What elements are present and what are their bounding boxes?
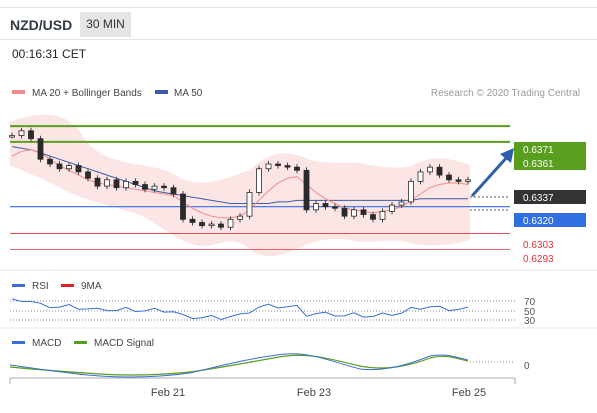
candle-body: [132, 180, 139, 185]
candle-body: [170, 187, 177, 195]
price-label-text-2: 0.6337: [523, 193, 554, 204]
candle-body: [18, 130, 25, 136]
candle-body: [284, 165, 291, 168]
price-label-text-1: 0.6361: [523, 159, 554, 170]
price-label-1: 0.6361: [514, 156, 586, 170]
candle-body: [436, 166, 443, 176]
candle-body: [370, 214, 376, 220]
candle-body: [246, 192, 253, 217]
price-label-text-4: 0.6303: [523, 240, 554, 251]
forecast-arrow-shaft: [470, 154, 510, 198]
candle-body: [322, 203, 329, 208]
price-label-text-3: 0.6320: [523, 216, 554, 227]
candle-body: [142, 184, 148, 190]
x-tick-label: Feb 25: [452, 387, 486, 399]
candle-body: [455, 179, 462, 182]
research-credit: Research © 2020 Trading Central: [431, 88, 580, 99]
price-label-0: 0.6371: [514, 142, 586, 156]
candle-body: [446, 174, 452, 181]
candle-body: [379, 211, 386, 220]
candle-body: [313, 203, 319, 211]
macd-zero-label: 0: [524, 361, 530, 372]
rsi-line: [11, 298, 469, 321]
candle-body: [227, 218, 234, 228]
current-time: 00:16:31 CET: [12, 47, 87, 61]
macd-signal-legend-label: MACD Signal: [94, 338, 154, 349]
candle-body: [341, 207, 348, 217]
candle-body: [56, 163, 63, 170]
rsi-ma-legend-label: 9MA: [81, 281, 102, 292]
candle-body: [151, 185, 158, 190]
candle-body: [94, 177, 101, 187]
candle-body: [189, 218, 196, 223]
currency-pair-title: NZD/USD: [10, 17, 73, 33]
rsi-legend-swatch: [12, 284, 25, 287]
candle-body: [332, 206, 338, 209]
bollinger-band-area: [10, 114, 470, 257]
candle-body: [199, 222, 205, 227]
ma50-legend-label: MA 50: [174, 88, 203, 99]
candle-body: [294, 166, 300, 171]
header-top-divider: [0, 7, 597, 8]
rsi-level-70: 70: [524, 297, 536, 308]
candle-body: [104, 179, 110, 187]
candle-body: [408, 180, 414, 203]
candle-body: [9, 135, 15, 138]
price-label-3: 0.6320: [514, 213, 586, 227]
candle-body: [237, 215, 243, 220]
candle-body: [351, 209, 357, 217]
candle-body: [465, 179, 471, 182]
candle-body: [265, 163, 272, 170]
price-candles: [9, 127, 471, 231]
candle-body: [218, 223, 224, 228]
candle-body: [37, 138, 44, 160]
ma20-legend-swatch: [12, 90, 25, 94]
candle-body: [47, 158, 53, 165]
candle-body: [180, 193, 186, 220]
ma50-line: [11, 146, 468, 204]
candle-body: [85, 171, 91, 179]
header-bottom-divider: [0, 39, 597, 40]
candle-body: [256, 168, 262, 193]
x-tick-label: Feb 23: [297, 387, 331, 399]
candle-body: [389, 204, 395, 212]
rsi-level-50: 50: [524, 307, 536, 318]
forecast-arrow-head: [500, 148, 514, 163]
macd-legend-label: MACD: [32, 338, 61, 349]
timeframe-button[interactable]: 30 MIN: [80, 12, 131, 37]
rsi-legend-label: RSI: [32, 281, 49, 292]
rsi-level-30: 30: [524, 316, 536, 327]
price-label-text-5: 0.6293: [523, 254, 554, 265]
rsi-ma-legend-swatch: [61, 284, 74, 287]
ma20-legend-label: MA 20 + Bollinger Bands: [32, 88, 142, 99]
price-label-2: 0.6337: [514, 190, 586, 204]
ma50-legend-swatch: [155, 90, 168, 94]
candle-body: [427, 166, 433, 173]
candle-body: [360, 209, 367, 215]
candle-body: [123, 180, 129, 189]
macd-signal-legend-swatch: [74, 341, 87, 344]
candle-body: [398, 201, 405, 206]
x-tick-label: Feb 21: [151, 387, 185, 399]
candle-body: [28, 130, 34, 140]
candle-body: [75, 165, 82, 173]
macd-line: [9, 353, 469, 378]
macd-legend-swatch: [12, 341, 25, 344]
candle-body: [208, 223, 215, 227]
chart-header: NZD/USD 30 MIN: [0, 0, 597, 44]
candle-body: [275, 163, 281, 166]
candle-body: [161, 185, 167, 189]
price-label-text-0: 0.6371: [523, 145, 554, 156]
candle-body: [113, 179, 120, 189]
candle-body: [303, 169, 310, 211]
candle-body: [66, 165, 72, 170]
candle-body: [417, 171, 424, 182]
macd-signal-line: [9, 354, 469, 376]
